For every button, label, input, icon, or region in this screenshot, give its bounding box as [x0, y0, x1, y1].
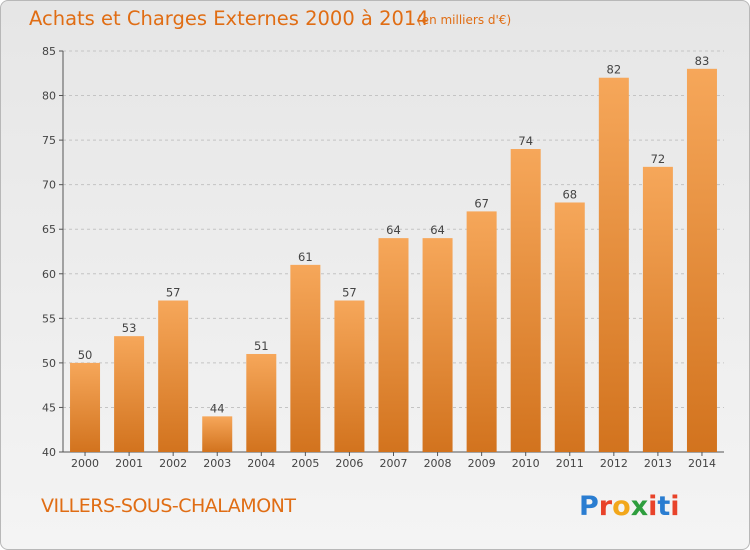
data-label-2010: 74 — [518, 134, 533, 148]
y-tick-label: 55 — [42, 312, 56, 325]
y-tick-labels: 40 45 50 55 60 65 70 75 80 85 — [42, 45, 56, 459]
bar-2008 — [422, 238, 453, 452]
x-tick-label: 2012 — [600, 457, 628, 470]
y-tick-label: 65 — [42, 223, 56, 236]
data-label-2004: 51 — [254, 339, 269, 353]
bar-2009 — [466, 211, 497, 452]
chart-subtitle: (en milliers d'€) — [417, 13, 512, 27]
bars — [70, 68, 717, 453]
y-tick-label: 60 — [42, 268, 56, 281]
logo-letter: P — [579, 491, 599, 522]
x-tick-label: 2009 — [468, 457, 496, 470]
data-label-2014: 83 — [695, 54, 710, 68]
data-label-2013: 72 — [651, 152, 666, 166]
bar-2006 — [334, 300, 365, 452]
bar-2012 — [598, 77, 629, 452]
y-tick-label: 40 — [42, 446, 56, 459]
data-label-2008: 64 — [430, 223, 445, 237]
x-tick-label: 2000 — [71, 457, 99, 470]
data-label-2007: 64 — [386, 223, 401, 237]
x-tick-label: 2010 — [512, 457, 540, 470]
x-tick-label: 2011 — [556, 457, 584, 470]
y-tick-label: 70 — [42, 179, 56, 192]
chart-title: Achats et Charges Externes 2000 à 2014 — [29, 7, 429, 30]
bar-2002 — [158, 300, 189, 452]
y-tick-label: 75 — [42, 134, 56, 147]
logo-letter: x — [630, 491, 649, 522]
data-labels: 50 53 57 44 51 61 57 64 64 67 74 68 82 72 83 — [78, 54, 710, 416]
data-label-2009: 67 — [474, 196, 489, 210]
data-label-2006: 57 — [342, 286, 357, 300]
x-tick-label: 2014 — [688, 457, 716, 470]
bar-2003 — [202, 416, 233, 452]
bar-2000 — [70, 362, 101, 452]
data-label-2000: 50 — [78, 348, 93, 362]
bar-2001 — [114, 336, 145, 452]
logo-letter: o — [612, 491, 631, 522]
bar-2010 — [510, 149, 541, 452]
x-tick-label: 2005 — [291, 457, 319, 470]
y-tick-label: 45 — [42, 401, 56, 414]
x-tick-label: 2008 — [424, 457, 452, 470]
proxiti-logo: Proxiti — [579, 491, 680, 522]
x-tick-label: 2013 — [644, 457, 672, 470]
x-tick-label: 2003 — [203, 457, 231, 470]
bar-2014 — [686, 68, 717, 453]
data-label-2001: 53 — [122, 321, 137, 335]
bar-2013 — [642, 166, 673, 452]
data-label-2012: 82 — [607, 63, 622, 77]
logo-letter: r — [598, 491, 613, 522]
bar-2007 — [378, 238, 409, 452]
logo-letter: t — [657, 491, 671, 522]
x-tick-label: 2006 — [335, 457, 363, 470]
data-label-2003: 44 — [210, 401, 225, 415]
x-tick-labels: 2000 2001 2002 2003 2004 2005 2006 2007 2008 2009… — [71, 457, 716, 470]
data-label-2005: 61 — [298, 250, 313, 264]
bar-2004 — [246, 353, 277, 452]
bar-2011 — [554, 202, 585, 452]
logo-letter: i — [648, 491, 658, 522]
commune-name: VILLERS-SOUS-CHALAMONT — [41, 495, 296, 517]
logo-letter: i — [670, 491, 680, 522]
x-tick-label: 2004 — [247, 457, 275, 470]
x-tick-label: 2002 — [159, 457, 187, 470]
y-tick-label: 50 — [42, 357, 56, 370]
x-tick-label: 2001 — [115, 457, 143, 470]
y-tick-label: 80 — [42, 90, 56, 103]
data-label-2002: 57 — [166, 286, 181, 300]
bar-2005 — [290, 264, 321, 452]
data-label-2011: 68 — [562, 187, 577, 201]
x-tick-label: 2007 — [380, 457, 408, 470]
y-tick-label: 85 — [42, 45, 56, 58]
